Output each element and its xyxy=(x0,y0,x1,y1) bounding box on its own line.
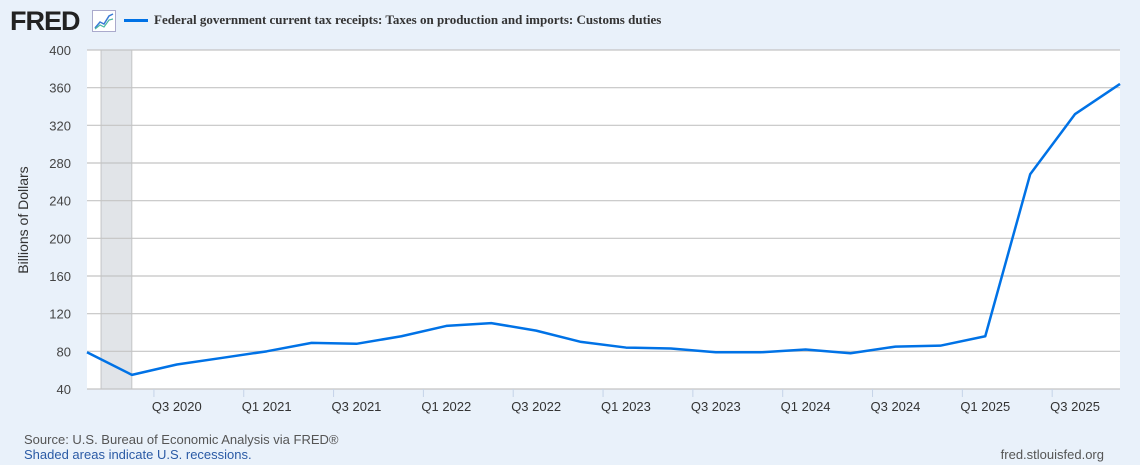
series-line xyxy=(86,82,1121,377)
chart-icon[interactable] xyxy=(92,10,116,32)
x-tick-label: Q1 2021 xyxy=(242,399,292,414)
recession-shade xyxy=(100,49,133,390)
x-tick-label: Q3 2021 xyxy=(332,399,382,414)
y-tick-label: 400 xyxy=(49,43,71,58)
y-tick-label: 80 xyxy=(57,344,71,359)
plot-area xyxy=(87,50,1120,389)
x-tick-label: Q1 2025 xyxy=(960,399,1010,414)
x-tick-label: Q1 2022 xyxy=(421,399,471,414)
x-tick-label: Q3 2022 xyxy=(511,399,561,414)
y-axis-label: Billions of Dollars xyxy=(15,166,31,273)
y-tick-label: 120 xyxy=(49,307,71,322)
y-tick-label: 200 xyxy=(49,231,71,246)
y-tick-label: 240 xyxy=(49,194,71,209)
x-tick-label: Q3 2025 xyxy=(1050,399,1100,414)
source-note: Source: U.S. Bureau of Economic Analysis… xyxy=(24,432,339,447)
y-tick-label: 40 xyxy=(57,382,71,397)
fred-logo[interactable]: FRED xyxy=(10,6,80,36)
chart-title: Federal government current tax receipts:… xyxy=(154,12,662,27)
x-tick-label: Q1 2023 xyxy=(601,399,651,414)
y-tick-label: 360 xyxy=(49,81,71,96)
x-tick-label: Q1 2024 xyxy=(781,399,831,414)
y-tick-label: 320 xyxy=(49,118,71,133)
x-tick-label: Q3 2020 xyxy=(152,399,202,414)
recession-note: Shaded areas indicate U.S. recessions. xyxy=(24,447,252,462)
x-tick-label: Q3 2023 xyxy=(691,399,741,414)
fred-url[interactable]: fred.stlouisfed.org xyxy=(1000,447,1104,462)
legend-line-swatch xyxy=(124,19,148,22)
y-tick-label: 160 xyxy=(49,269,71,284)
y-tick-label: 280 xyxy=(49,156,71,171)
x-tick-label: Q3 2024 xyxy=(870,399,920,414)
